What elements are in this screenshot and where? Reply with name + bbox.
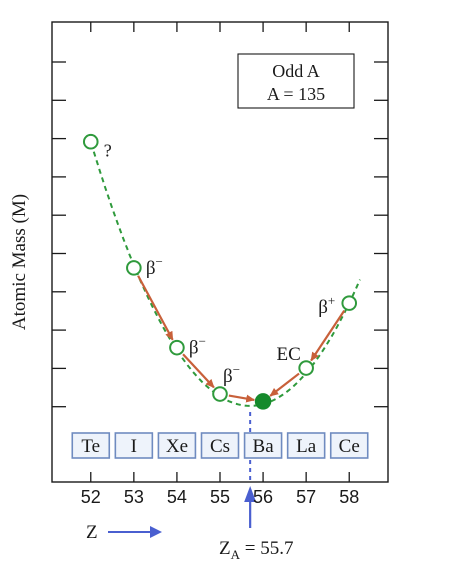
element-symbol: Te: [81, 436, 100, 457]
decay-label: β−: [223, 362, 240, 387]
element-box-frame: [329, 432, 369, 459]
element-symbol: Cs: [210, 436, 230, 457]
isobar-point: [126, 260, 142, 276]
y-axis-label: Atomic Mass (M): [9, 194, 30, 330]
decay-arrow: [228, 394, 256, 403]
decay-label: β+: [318, 293, 335, 318]
x-tick-label: 53: [124, 487, 144, 507]
isobar-point: [341, 295, 358, 311]
decay-label: EC: [276, 344, 300, 365]
decay-arrow: [137, 275, 174, 341]
unknown-marker: ?: [104, 141, 112, 161]
element-box-ba: Ba: [243, 432, 283, 459]
decay-arrow: [310, 310, 346, 362]
x-tick-label: 58: [339, 487, 359, 507]
element-box-frame: [157, 432, 197, 459]
element-symbol: Ba: [253, 436, 275, 457]
element-box-cs: Cs: [200, 432, 240, 459]
element-box-frame: [243, 432, 283, 459]
element-symbol: I: [131, 436, 137, 457]
element-box-te: Te: [71, 432, 111, 459]
element-symbol: La: [296, 436, 317, 457]
element-box-i: I: [114, 432, 154, 459]
isobar-point: [212, 386, 228, 402]
element-box-xe: Xe: [157, 432, 197, 459]
za-label: ZA = 55.7: [219, 538, 293, 562]
x-tick-label: 57: [296, 487, 316, 507]
x-axis-arrowhead: [150, 526, 162, 538]
x-tick-label: 52: [81, 487, 101, 507]
isobar-point: [298, 360, 314, 376]
decay-arrow: [182, 353, 215, 389]
element-symbol: Ce: [339, 436, 360, 457]
decay-label: β−: [146, 254, 163, 279]
element-boxes: Te I Xe Cs Ba La Ce: [71, 432, 369, 459]
x-tick-labels: 52 53 54 55 56 57 58: [81, 487, 359, 507]
decay-arrow: [269, 372, 300, 397]
element-box-la: La: [286, 432, 326, 459]
element-box-frame: [71, 432, 111, 459]
legend-line-1: Odd A: [272, 61, 320, 81]
decay-labels: β− β− β− EC β+?: [104, 141, 335, 387]
x-axis-label-text: Z: [86, 522, 98, 543]
isobar-point: [169, 339, 185, 356]
element-symbol: Xe: [166, 436, 188, 457]
element-box-frame: [286, 432, 326, 459]
za-arrowhead: [244, 486, 257, 502]
x-axis-label: Z: [86, 522, 162, 543]
isobar-points: [82, 133, 358, 410]
tick-marks: [52, 22, 388, 482]
element-box-frame: [114, 432, 154, 459]
legend-line-2: A = 135: [267, 84, 325, 104]
x-tick-label: 54: [167, 487, 187, 507]
isobar-point: [82, 133, 99, 150]
x-tick-label: 55: [210, 487, 230, 507]
element-box-frame: [200, 432, 240, 459]
decay-label: β−: [189, 334, 206, 359]
x-tick-label: 56: [253, 487, 273, 507]
decay-arrows: [137, 275, 346, 403]
legend-box: Odd A A = 135: [237, 53, 355, 109]
element-box-ce: Ce: [329, 432, 369, 459]
stable-isobar-point: [254, 393, 272, 410]
za-marker: [244, 412, 257, 528]
